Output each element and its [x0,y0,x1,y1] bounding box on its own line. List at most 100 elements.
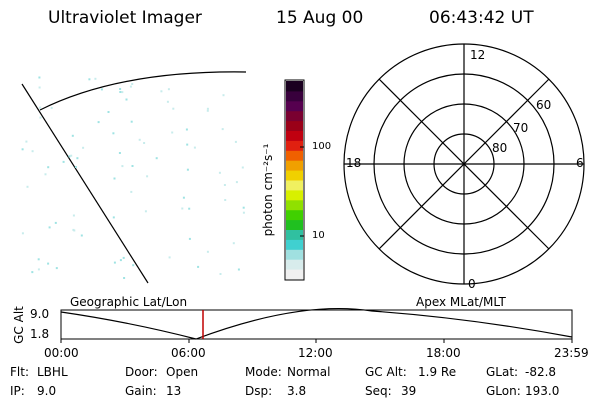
speckle-pixel [218,171,221,174]
speckle-pixel [97,121,100,124]
speckle-pixel [130,120,133,123]
door-value: Open [166,365,199,379]
speckle-pixel [38,86,41,89]
speckle-pixel [219,273,222,275]
seq-value: 39 [401,384,417,398]
flt-value: LBHL [37,365,68,379]
speckle-pixel [39,116,42,119]
speckle-pixel [37,268,40,271]
colorbar-swatch [286,259,303,270]
colorbar-swatch [286,170,303,181]
speckle-pixel [241,166,244,169]
speckle-pixel [70,154,73,157]
speckle-pixel [21,148,24,151]
colorbar-swatch [286,130,303,141]
speckle-pixel [131,165,134,167]
timeline-xtick: 12:00 [298,346,333,360]
speckle-pixel [235,181,238,184]
polar-label-0: 0 [468,277,476,291]
speckle-pixel [119,259,122,262]
colorbar-unit-label: photon cm⁻²s⁻¹ [261,143,275,237]
flt-key: Flt: [10,365,29,379]
mode-value: Normal [287,365,331,379]
timeline-ytick-top: 9.0 [30,307,50,321]
speckle-pixel [146,175,149,178]
timeline-xtick: 06:00 [171,346,206,360]
speckle-pixel [121,91,124,94]
gain-value: 13 [166,384,182,398]
speckle-pixel [107,111,110,113]
horizon-arc [39,71,247,111]
speckle-pixel [160,90,163,93]
colorbar-swatch [286,120,303,131]
colorbar-frame [284,79,305,281]
glon-value: 193.0 [525,384,560,398]
speckle-pixel [71,134,74,137]
speckle-pixel [181,207,184,210]
speckle-pixel [50,106,53,109]
speckle-pixel [123,277,126,279]
speckle-pixel [74,166,77,168]
mode-key: Mode: [245,365,282,379]
speckle-pixel [112,132,115,135]
colorbar-swatch [286,90,303,102]
speckle-pixel [72,228,75,231]
colorbar-swatch [286,239,303,250]
timeline-xtick: 23:59 [554,346,589,360]
speckle-pixel [31,150,34,153]
timeline-left-title: Geographic Lat/Lon [70,295,188,309]
speckle-pixel [185,128,188,131]
speckle-pixel [100,88,103,91]
speckle-pixel [122,256,125,259]
gcalt-value: 1.9 Re [418,365,457,379]
speckle-pixel [172,107,175,110]
speckle-pixel [62,160,65,163]
speckle-pixel [221,128,224,131]
speckle-pixel [39,106,42,109]
header-date: 15 Aug 00 [276,8,364,28]
speckle-pixel [182,196,185,199]
speckle-pixel [125,98,128,101]
colorbar [284,79,305,281]
speckle-pixel [144,210,147,213]
speckle-pixel [206,250,209,253]
speckle-pixel [80,234,83,237]
colorbar-swatch [286,140,303,151]
speckle-pixel [166,100,169,103]
speckle-pixel [168,256,171,259]
glon-key: GLon: [486,384,521,398]
colorbar-swatch [286,180,303,191]
speckle-pixel [88,78,91,81]
speckle-pixel [206,107,209,110]
speckle-pixel [82,146,85,149]
speckle-pixel [31,271,34,274]
polar-label-70: 70 [513,121,529,135]
speckle-pixel [130,190,133,193]
speckle-pixel [206,109,209,112]
speckle-pixel [94,77,97,80]
speckle-pixel [26,185,29,188]
speckle-pixel [68,155,71,158]
gcalt-key: GC Alt: [365,365,407,379]
speckle-pixel [54,221,57,224]
speckle-pixel [113,177,116,180]
timeline-xtick: 00:00 [44,346,79,360]
ip-key: IP: [10,384,25,398]
speckle-pixel [21,232,24,235]
altitude-curve [60,307,573,340]
colorbar-swatch [286,199,303,211]
timeline-panel [60,307,573,343]
speckle-pixel [44,173,47,176]
polar-label-6: 6 [576,156,584,170]
colorbar-swatch [286,110,303,122]
speckle-pixel [25,140,28,143]
speckle-pixel [167,88,170,91]
colorbar-swatch [286,209,303,221]
speckle-pixel [234,140,237,143]
colorbar-swatch [286,219,303,230]
colorbar-swatch [286,150,303,161]
speckle-pixel [223,184,226,186]
speckle-pixel [131,83,134,85]
speckle-pixel [224,199,227,201]
